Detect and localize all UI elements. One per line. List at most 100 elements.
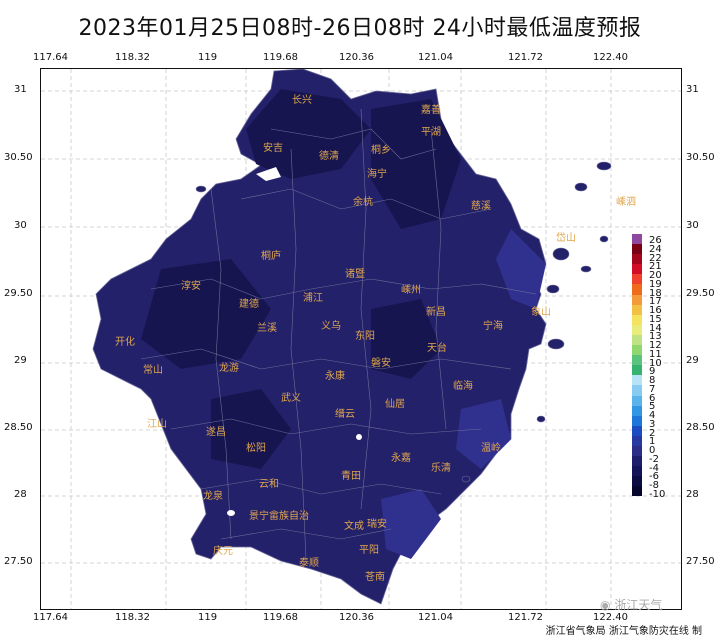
city-label: 岱山 bbox=[556, 231, 576, 244]
legend-swatches bbox=[632, 234, 642, 497]
legend-label: -4 bbox=[649, 462, 659, 474]
legend-label: 26 bbox=[649, 235, 662, 246]
city-label: 桐庐 bbox=[261, 249, 281, 262]
legend-swatch bbox=[632, 244, 642, 255]
city-label: 余杭 bbox=[353, 195, 373, 208]
legend-swatch bbox=[632, 324, 642, 335]
legend-label: 0 bbox=[649, 445, 656, 457]
city-label: 义乌 bbox=[321, 319, 341, 332]
x-tick-top: 117.64 bbox=[33, 52, 68, 63]
legend-swatch bbox=[632, 445, 642, 457]
x-tick-bottom: 121.04 bbox=[418, 612, 453, 623]
x-tick-bottom: 117.64 bbox=[33, 612, 68, 623]
legend-label: -10 bbox=[649, 488, 666, 500]
y-tick-right: 29 bbox=[686, 355, 699, 366]
city-label: 泰顺 bbox=[299, 556, 319, 569]
legend-swatch bbox=[632, 234, 642, 245]
legend-swatch bbox=[632, 385, 642, 396]
city-label: 象山 bbox=[531, 306, 551, 318]
city-label: 长兴 bbox=[292, 94, 312, 106]
city-label: 苍南 bbox=[365, 570, 385, 583]
county-boundaries bbox=[140, 108, 537, 560]
legend-label: 12 bbox=[649, 340, 662, 352]
city-label: 新昌 bbox=[426, 305, 446, 318]
legend-swatch bbox=[632, 425, 642, 436]
y-tick-right: 27.50 bbox=[686, 556, 715, 567]
legend-label: 24 bbox=[649, 243, 662, 255]
city-label: 开化 bbox=[115, 335, 135, 348]
temperature-legend: 26 24 22 21 20 19 18 17 16 15 14 13 12 11 10 9 8 7 6 5 4 3 2 1 0… bbox=[632, 234, 665, 499]
legend-swatch bbox=[632, 284, 642, 295]
x-tick-bottom: 120.36 bbox=[339, 612, 374, 623]
legend-label: 22 bbox=[649, 252, 662, 264]
city-labels: 长兴 嘉善 平湖 安吉 德清 桐乡 海宁 慈溪 余杭 嵊泗 岱山 桐庐 诸暨 嵊… bbox=[115, 94, 636, 583]
city-label: 遂昌 bbox=[206, 425, 226, 438]
city-label: 武义 bbox=[281, 391, 301, 404]
city-label: 嘉善 bbox=[421, 103, 441, 116]
city-label: 浦江 bbox=[303, 291, 323, 304]
legend-swatch bbox=[632, 375, 642, 386]
city-label: 永康 bbox=[325, 369, 345, 382]
city-label: 缙云 bbox=[335, 407, 355, 420]
legend-label: 9 bbox=[649, 366, 656, 378]
city-label: 庆元 bbox=[213, 544, 233, 557]
city-label: 安吉 bbox=[263, 141, 283, 154]
city-label: 平湖 bbox=[421, 126, 441, 138]
legend-label: 20 bbox=[649, 270, 662, 281]
y-tick-left: 29 bbox=[14, 355, 27, 366]
city-label: 云和 bbox=[259, 478, 279, 490]
legend-label: 21 bbox=[649, 261, 662, 273]
city-label: 瑞安 bbox=[367, 517, 387, 530]
city-label: 乐清 bbox=[431, 461, 451, 474]
x-tick-top: 121.04 bbox=[418, 52, 453, 63]
x-tick-bottom: 119 bbox=[198, 612, 218, 623]
legend-label: -2 bbox=[649, 453, 659, 465]
x-tick-top: 118.32 bbox=[115, 52, 150, 63]
legend-label: 11 bbox=[649, 348, 662, 360]
city-label: 景宁畲族自治 bbox=[249, 509, 309, 522]
legend-label: 7 bbox=[649, 383, 656, 395]
city-label: 临海 bbox=[453, 379, 473, 392]
city-label: 天台 bbox=[427, 341, 447, 354]
legend-swatch bbox=[632, 314, 642, 325]
city-label: 桐乡 bbox=[371, 143, 391, 156]
city-label: 德清 bbox=[319, 149, 339, 162]
legend-swatch bbox=[632, 486, 642, 497]
legend-swatch bbox=[632, 435, 642, 446]
city-label: 文成 bbox=[344, 519, 364, 532]
legend-swatch bbox=[632, 415, 642, 426]
lakes bbox=[227, 167, 362, 516]
legend-label: 5 bbox=[649, 401, 656, 413]
legend-swatch bbox=[632, 334, 642, 346]
city-label: 嵊州 bbox=[401, 283, 421, 296]
legend-swatch bbox=[632, 254, 642, 265]
legend-label: 15 bbox=[649, 313, 662, 325]
x-tick-bottom: 119.68 bbox=[263, 612, 298, 623]
city-label: 龙游 bbox=[219, 361, 239, 374]
legend-label: 14 bbox=[649, 322, 662, 334]
legend-swatch bbox=[632, 304, 642, 315]
watermark: ◉ 浙江天气 bbox=[600, 596, 662, 613]
city-label: 磐安 bbox=[371, 356, 391, 369]
warm-patches bbox=[381, 229, 546, 559]
city-label: 温岭 bbox=[481, 441, 501, 454]
y-tick-left: 27.50 bbox=[4, 556, 33, 567]
city-label: 江山 bbox=[147, 418, 167, 430]
legend-label: -6 bbox=[649, 471, 659, 483]
map-frame: 长兴 嘉善 平湖 安吉 德清 桐乡 海宁 慈溪 余杭 嵊泗 岱山 桐庐 诸暨 嵊… bbox=[40, 68, 682, 610]
watermark-text: 浙江天气 bbox=[614, 598, 663, 612]
city-label: 诸暨 bbox=[345, 268, 365, 280]
legend-swatch bbox=[632, 365, 642, 376]
y-tick-left: 30 bbox=[14, 220, 27, 231]
legend-label: 3 bbox=[649, 418, 656, 430]
y-tick-right: 29.50 bbox=[686, 288, 715, 299]
legend-label: 6 bbox=[649, 392, 656, 404]
legend-swatch bbox=[632, 456, 642, 467]
city-label: 兰溪 bbox=[257, 321, 277, 334]
cold-patches bbox=[141, 89, 461, 469]
legend-label: 19 bbox=[649, 278, 662, 290]
x-tick-bottom: 121.72 bbox=[508, 612, 543, 623]
legend-label: 17 bbox=[649, 296, 662, 308]
city-label: 东阳 bbox=[355, 329, 375, 342]
y-tick-left: 29.50 bbox=[4, 288, 33, 299]
